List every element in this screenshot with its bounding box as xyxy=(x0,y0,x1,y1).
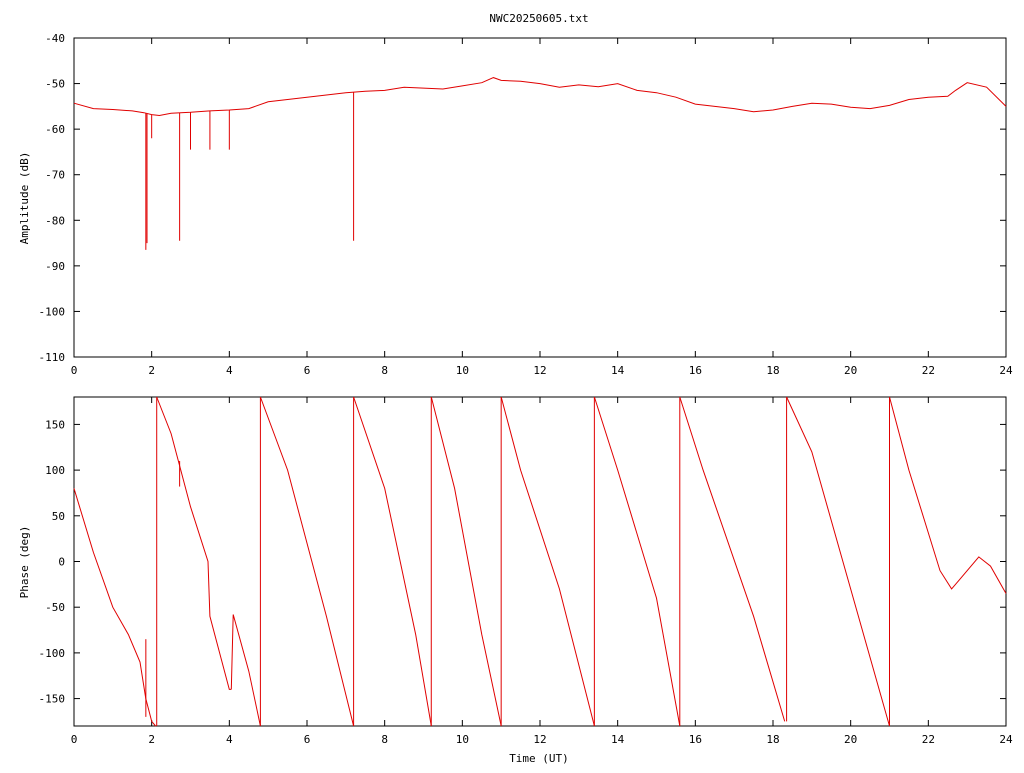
amplitude-x-tick-label: 16 xyxy=(689,364,702,377)
phase-marks xyxy=(73,396,1007,727)
phase-trace-segment-1 xyxy=(156,396,232,690)
phase-y-tick-label: -50 xyxy=(45,601,65,614)
phase-x-tick-label: 2 xyxy=(148,733,155,746)
amplitude-x-tick-label: 4 xyxy=(226,364,233,377)
phase-y-tick-label: 100 xyxy=(45,464,65,477)
amplitude-y-tick-label: -60 xyxy=(45,123,65,136)
phase-trace-segment-2 xyxy=(230,614,261,727)
phase-y-tick-label: -150 xyxy=(39,693,66,706)
amplitude-x-tick-label: 10 xyxy=(456,364,469,377)
phase-ticks: 0 2 4 6 8 10 12 14 16 18 20 22 24-150-100-5005010015… xyxy=(39,397,1013,746)
amplitude-marks xyxy=(73,77,1007,250)
amplitude-x-tick-label: 0 xyxy=(71,364,78,377)
phase-trace-segment-10 xyxy=(889,396,1007,594)
phase-plot-frame xyxy=(73,396,1007,727)
phase-y-tick-label: 0 xyxy=(58,556,65,569)
phase-x-tick-label: 12 xyxy=(533,733,546,746)
phase-x-tick-label: 10 xyxy=(456,733,469,746)
amplitude-trace-segment-0 xyxy=(73,77,1007,117)
phase-y-tick-label: -100 xyxy=(39,647,66,660)
amplitude-y-axis-label: Amplitude (dB) xyxy=(18,152,31,245)
phase-trace-segment-7 xyxy=(593,396,681,727)
phase-x-tick-label: 22 xyxy=(922,733,935,746)
phase-x-tick-label: 24 xyxy=(999,733,1013,746)
phase-trace-segment-0 xyxy=(73,488,156,727)
amplitude-y-tick-label: -100 xyxy=(39,305,66,318)
phase-y-tick-label: 150 xyxy=(45,418,65,431)
phase-x-tick-label: 20 xyxy=(844,733,857,746)
phase-trace-segment-8 xyxy=(679,396,786,722)
phase-trace-segment-4 xyxy=(353,396,432,727)
amplitude-y-tick-label: -110 xyxy=(39,351,66,364)
amplitude-x-tick-label: 18 xyxy=(766,364,779,377)
amplitude-y-tick-label: -80 xyxy=(45,214,65,227)
phase-x-tick-label: 0 xyxy=(71,733,78,746)
amplitude-ticks: 0 2 4 6 8 10 12 14 16 18 20 22 24-110-100-90-80-70-6… xyxy=(39,32,1013,377)
chart-title: NWC20250605.txt xyxy=(489,12,588,25)
amplitude-panel: Amplitude (dB) 0 2 4 6 8 10 12 14 16 18 20 22 24-110… xyxy=(18,32,1013,377)
phase-x-tick-label: 18 xyxy=(766,733,779,746)
phase-trace-segment-3 xyxy=(259,396,355,727)
amplitude-y-tick-label: -70 xyxy=(45,169,65,182)
amplitude-y-tick-label: -40 xyxy=(45,32,65,45)
amplitude-x-tick-label: 22 xyxy=(922,364,935,377)
phase-y-tick-label: 50 xyxy=(52,510,65,523)
amplitude-y-tick-label: -50 xyxy=(45,78,65,91)
phase-x-axis-label: Time (UT) xyxy=(509,752,569,765)
amplitude-y-tick-label: -90 xyxy=(45,260,65,273)
phase-x-tick-label: 8 xyxy=(381,733,388,746)
amplitude-plot-frame xyxy=(73,37,1007,358)
phase-trace-segment-9 xyxy=(786,396,890,727)
amplitude-x-tick-label: 20 xyxy=(844,364,857,377)
amplitude-x-tick-label: 6 xyxy=(304,364,311,377)
phase-trace-segment-6 xyxy=(500,396,595,727)
phase-panel: Phase (deg) Time (UT) 0 2 4 6 8 10 12 14 16 18 20 2… xyxy=(18,396,1013,765)
phase-x-tick-label: 16 xyxy=(689,733,702,746)
phase-x-tick-label: 4 xyxy=(226,733,233,746)
phase-trace-segment-5 xyxy=(430,396,502,727)
amplitude-x-tick-label: 12 xyxy=(533,364,546,377)
phase-y-axis-label: Phase (deg) xyxy=(18,526,31,599)
amplitude-x-tick-label: 14 xyxy=(611,364,625,377)
amplitude-x-tick-label: 8 xyxy=(381,364,388,377)
amplitude-x-tick-label: 24 xyxy=(999,364,1013,377)
phase-x-tick-label: 14 xyxy=(611,733,625,746)
phase-x-tick-label: 6 xyxy=(304,733,311,746)
amplitude-x-tick-label: 2 xyxy=(148,364,155,377)
